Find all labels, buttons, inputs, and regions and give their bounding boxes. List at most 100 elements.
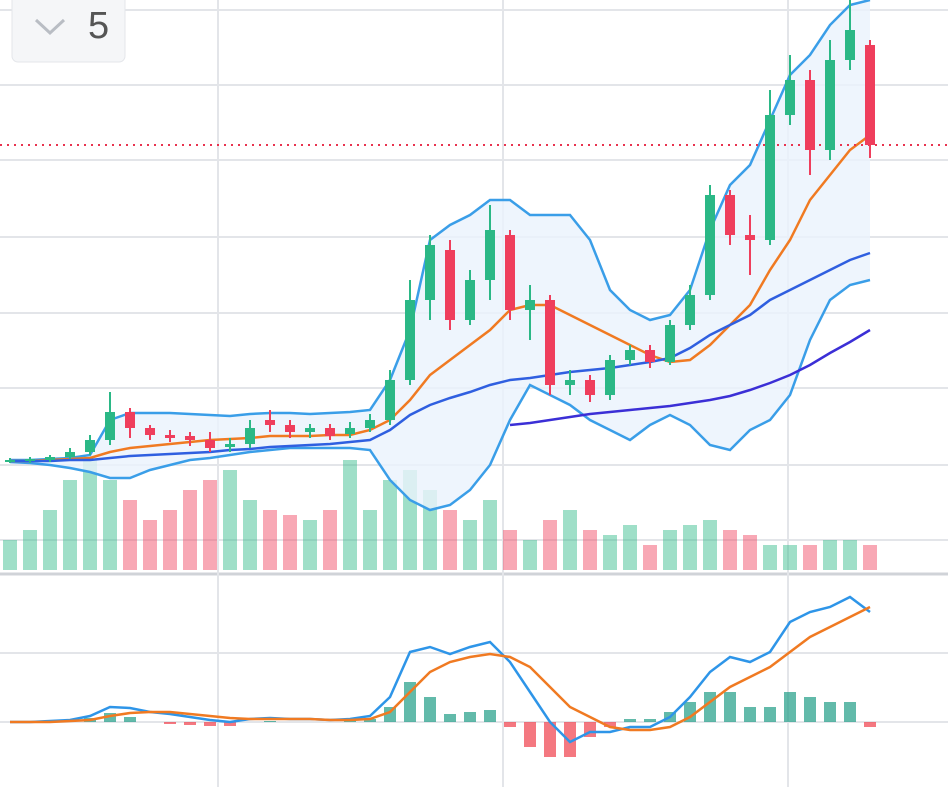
macd-bar xyxy=(484,710,496,722)
candle-body xyxy=(625,350,635,360)
candle-body xyxy=(805,80,815,150)
candle-body xyxy=(125,412,135,428)
candle-body xyxy=(545,300,555,385)
macd-bar xyxy=(724,692,736,722)
indicator-line xyxy=(10,595,871,744)
interval-dropdown[interactable]: 5 xyxy=(11,0,126,63)
candle-body xyxy=(5,460,15,462)
macd-bar xyxy=(624,719,636,722)
volume-bar xyxy=(323,510,337,570)
macd-bar xyxy=(804,697,816,722)
macd-bar xyxy=(844,702,856,722)
volume-bar xyxy=(643,545,657,570)
candle-body xyxy=(345,428,355,434)
interval-label: 5 xyxy=(88,5,109,47)
volume-bar xyxy=(583,530,597,570)
bollinger-band xyxy=(10,0,870,510)
volume-bar xyxy=(143,520,157,570)
volume-bar xyxy=(563,510,577,570)
macd-bar xyxy=(124,717,136,722)
macd-bar xyxy=(684,702,696,722)
volume-bar xyxy=(283,515,297,570)
candle-body xyxy=(585,380,595,395)
indicator-line xyxy=(9,278,871,512)
candle-body xyxy=(45,457,55,460)
volume-bar xyxy=(343,460,357,570)
candle-body xyxy=(305,428,315,432)
candle-body xyxy=(225,444,235,447)
candle-body xyxy=(725,195,735,235)
volume-bar xyxy=(223,470,237,570)
volume-bar xyxy=(823,540,837,570)
macd-bar xyxy=(644,719,656,722)
macd-bar xyxy=(864,722,876,727)
indicator-line xyxy=(10,0,871,462)
macd-bar xyxy=(464,712,476,722)
volume-bar xyxy=(303,520,317,570)
candle-body xyxy=(845,30,855,60)
macd-bar xyxy=(344,721,356,722)
candle-body xyxy=(165,435,175,438)
macd-bar xyxy=(764,707,776,722)
volume-bar xyxy=(603,535,617,570)
volume-bar xyxy=(3,540,17,570)
candle-body xyxy=(205,440,215,448)
macd-bar xyxy=(704,692,716,722)
macd-bar xyxy=(524,722,536,747)
candle-body xyxy=(565,380,575,385)
candle-body xyxy=(245,428,255,444)
candle-body xyxy=(645,350,655,362)
macd-bar xyxy=(544,722,556,757)
candle-body xyxy=(405,300,415,380)
volume-bar xyxy=(523,540,537,570)
volume-bar xyxy=(463,520,477,570)
volume-bar xyxy=(123,500,137,570)
candle-body xyxy=(745,235,755,240)
candle-body xyxy=(505,235,515,310)
volume-bar xyxy=(543,520,557,570)
volume-bar xyxy=(743,535,757,570)
candle-body xyxy=(385,380,395,420)
volume-bar xyxy=(383,480,397,570)
volume-bar xyxy=(63,480,77,570)
candle-body xyxy=(185,436,195,440)
candle-body xyxy=(445,250,455,320)
candle-body xyxy=(765,115,775,240)
volume-bar xyxy=(43,510,57,570)
macd-bar xyxy=(164,722,176,724)
volume-bar xyxy=(243,500,257,570)
macd-bar xyxy=(564,722,576,757)
indicator-line xyxy=(10,134,871,463)
indicator-line xyxy=(10,605,871,732)
candle-body xyxy=(485,230,495,280)
candle-body xyxy=(525,300,535,310)
indicator-line xyxy=(10,251,871,463)
volume-bar xyxy=(103,480,117,570)
macd-bar xyxy=(364,719,376,722)
candle-body xyxy=(265,420,275,425)
volume-bar xyxy=(503,530,517,570)
macd-bar xyxy=(784,692,796,722)
macd-bar xyxy=(404,682,416,722)
macd-bar xyxy=(504,722,516,727)
candle-body xyxy=(865,45,875,145)
volume-bar xyxy=(23,530,37,570)
volume-bar xyxy=(363,510,377,570)
macd-bar xyxy=(184,722,196,725)
volume-bar xyxy=(783,545,797,570)
macd-bar xyxy=(444,714,456,722)
volume-bar xyxy=(263,510,277,570)
candle-body xyxy=(145,428,155,435)
volume-bar xyxy=(83,460,97,570)
volume-bar xyxy=(663,530,677,570)
volume-bar xyxy=(443,510,457,570)
candle-body xyxy=(665,325,675,362)
dropdown-box[interactable] xyxy=(11,0,126,63)
candle-body xyxy=(425,245,435,300)
macd-bar xyxy=(604,722,616,727)
volume-bar xyxy=(763,545,777,570)
volume-bar xyxy=(803,545,817,570)
candle-body xyxy=(85,440,95,452)
